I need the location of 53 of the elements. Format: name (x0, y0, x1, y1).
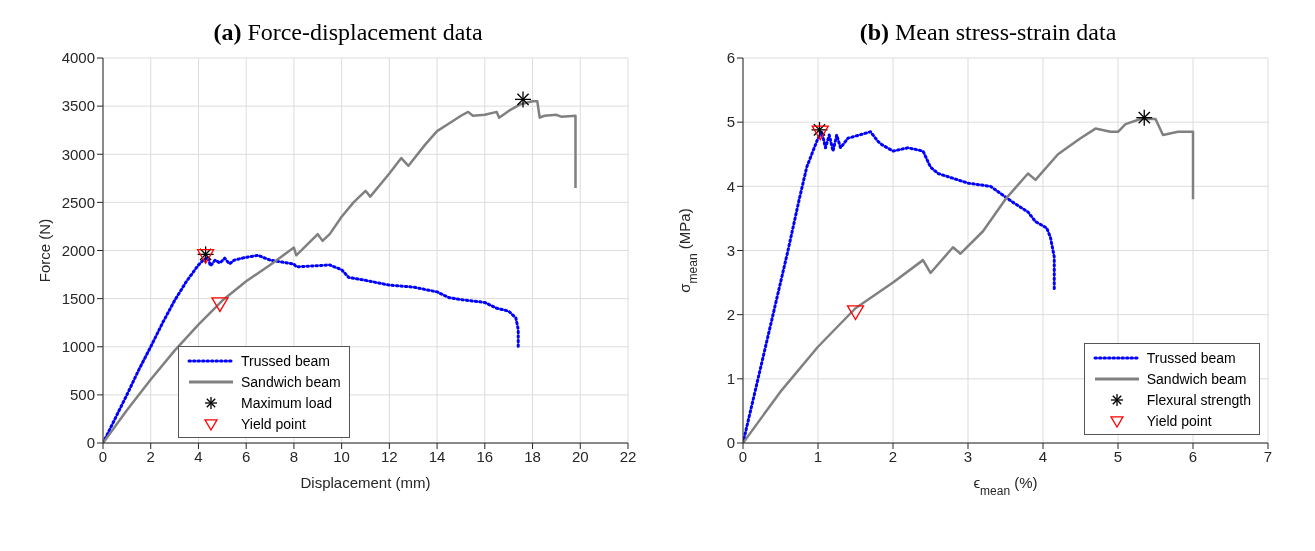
x-tick-label: 3 (963, 447, 973, 465)
x-tick-label: 16 (476, 447, 494, 465)
legend-label: Flexural strength (1146, 391, 1251, 408)
y-tick-label: 3 (726, 241, 735, 259)
legend-label: Sandwich beam (1146, 370, 1247, 387)
y-tick-label: 2 (726, 305, 735, 323)
x-tick-label: 1 (813, 447, 823, 465)
x-tick-label: 22 (619, 447, 637, 465)
x-tick-label: 8 (289, 447, 299, 465)
y-axis-title: Force (N) (36, 218, 53, 283)
x-tick-label: 2 (888, 447, 898, 465)
y-tick-label: 2000 (61, 241, 95, 259)
x-tick-label: 6 (242, 447, 251, 465)
point (211, 297, 229, 313)
y-tick-label: 2500 (61, 193, 95, 211)
y-tick-label: 3500 (61, 97, 95, 115)
x-tick-label: 18 (524, 447, 541, 465)
chart-title: (b) Mean stress-strain data (859, 19, 1117, 45)
x-tick-label: 12 (381, 447, 398, 465)
y-tick-label: 6 (726, 49, 735, 67)
chart-title: (a) Force-displacement data (213, 19, 483, 45)
y-tick-label: 0 (726, 434, 735, 452)
x-tick-label: 10 (333, 447, 350, 465)
x-tick-label: 14 (428, 447, 446, 465)
line-series (103, 100, 577, 443)
x-tick-label: 4 (1038, 447, 1048, 465)
point (811, 125, 829, 141)
y-tick-label: 1 (726, 370, 735, 388)
y-tick-label: 1000 (61, 338, 95, 356)
x-tick-label: 5 (1113, 447, 1123, 465)
legend-label: Yield point (241, 415, 306, 432)
x-tick-label: 0 (738, 447, 748, 465)
x-tick-label: 6 (1188, 447, 1198, 465)
y-tick-label: 5 (726, 113, 735, 131)
y-tick-label: 500 (69, 386, 95, 404)
y-tick-label: 0 (86, 434, 95, 452)
legend-label: Trussed beam (1146, 349, 1236, 366)
x-tick-label: 4 (194, 447, 203, 465)
y-tick-label: 1500 (61, 289, 95, 307)
y-tick-label: 3000 (61, 145, 95, 163)
point (846, 305, 865, 321)
x-axis-title: Displacement (mm) (300, 474, 431, 491)
y-tick-label: 4000 (61, 49, 95, 67)
x-tick-label: 2 (146, 447, 155, 465)
x-tick-label: 0 (98, 447, 108, 465)
x-tick-label: 20 (571, 447, 589, 465)
legend-label: Maximum load (241, 394, 333, 411)
x-tick-label: 7 (1263, 447, 1273, 465)
y-tick-label: 4 (726, 177, 735, 195)
x-axis-title: ϵ$_{mean}$ (%) (973, 474, 1038, 498)
legend-label: Trussed beam (241, 352, 330, 369)
legend-label: Yield point (1146, 412, 1212, 429)
legend-label: Sandwich beam (241, 373, 341, 390)
